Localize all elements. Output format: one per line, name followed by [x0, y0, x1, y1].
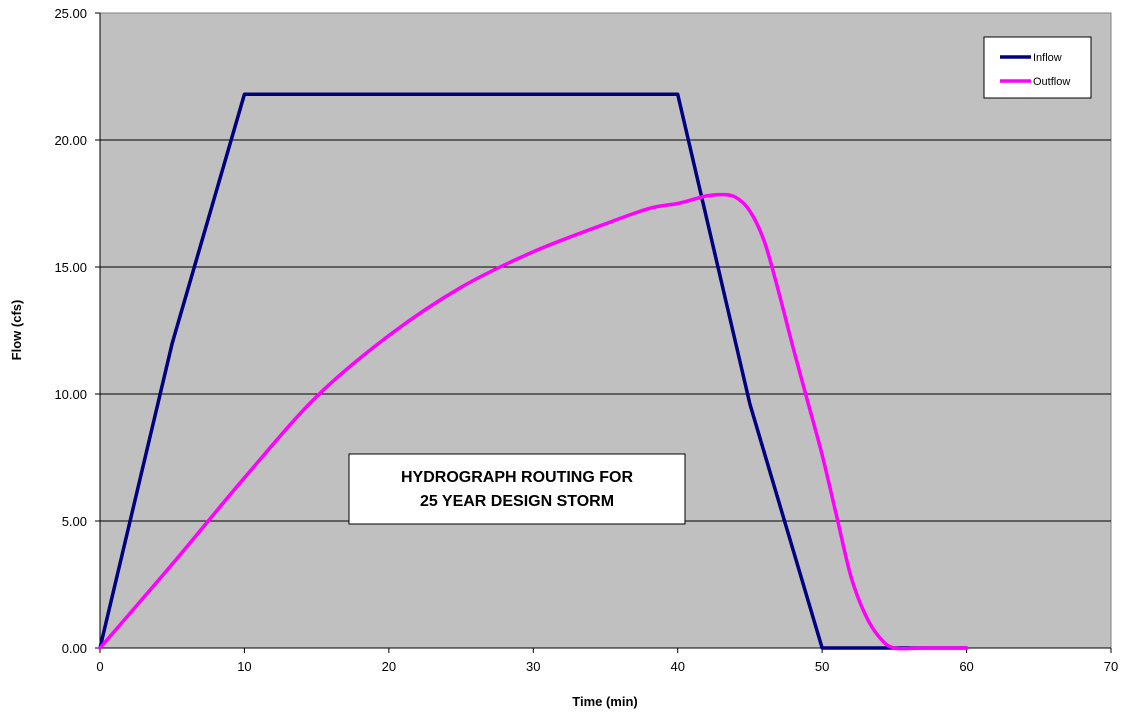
x-tick-label: 60 [959, 659, 973, 674]
plot-area [99, 12, 1112, 649]
y-tick-label: 25.00 [54, 6, 87, 21]
series-line-inflow [98, 92, 969, 650]
legend-label-inflow: Inflow [1033, 52, 1062, 64]
y-tick-label: 0.00 [62, 641, 87, 656]
series-line-outflow [98, 192, 969, 651]
x-tick-label: 0 [96, 659, 103, 674]
x-tick-label: 10 [237, 659, 251, 674]
annotation-line-1: HYDROGRAPH ROUTING FOR [401, 469, 633, 486]
x-tick-label: 40 [670, 659, 684, 674]
annotation-box: HYDROGRAPH ROUTING FOR 25 YEAR DESIGN ST… [348, 453, 686, 525]
y-tick-label: 20.00 [54, 133, 87, 148]
x-axis-title: Time (min) [572, 694, 638, 709]
x-tick-label: 50 [815, 659, 829, 674]
y-tick-label: 15.00 [54, 260, 87, 275]
x-tick-label: 20 [382, 659, 396, 674]
legend: Inflow Outflow [983, 36, 1092, 99]
x-tick-label: 30 [526, 659, 540, 674]
legend-box [983, 36, 1092, 99]
annotation-line-2: 25 YEAR DESIGN STORM [420, 493, 614, 510]
annotation-frame [348, 453, 686, 525]
y-tick-label: 5.00 [62, 514, 87, 529]
x-tick-label: 70 [1104, 659, 1118, 674]
y-axis-title: Flow (cfs) [9, 300, 24, 361]
series-layer [98, 92, 969, 651]
y-tick-label: 10.00 [54, 387, 87, 402]
legend-label-outflow: Outflow [1033, 76, 1070, 88]
